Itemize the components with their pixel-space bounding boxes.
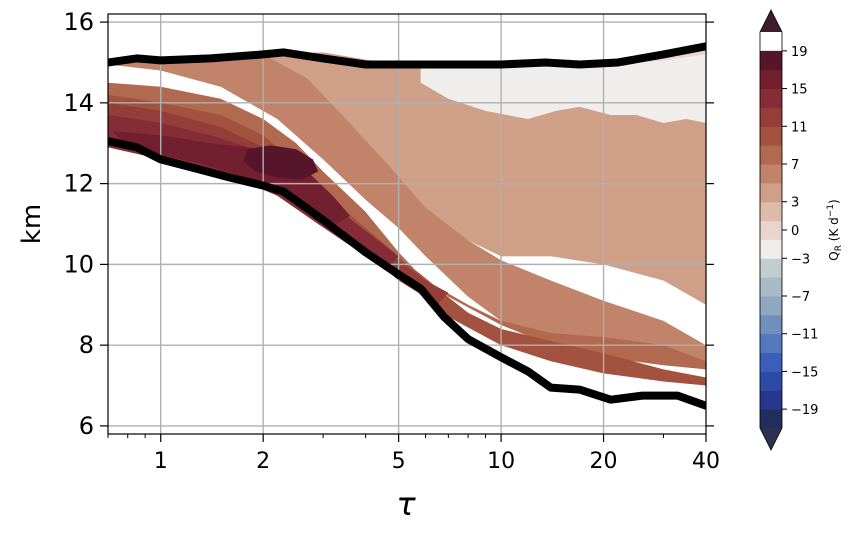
colorbar-tick-label: 3 — [791, 196, 799, 211]
colorbar-band — [760, 107, 782, 127]
x-tick-label: 40 — [692, 449, 720, 474]
colorbar-band — [760, 126, 782, 146]
colorbar-bands — [759, 9, 783, 451]
colorbar-band — [760, 352, 782, 372]
colorbar-band — [760, 390, 782, 410]
colorbar-tick-label: 19 — [791, 45, 808, 60]
colorbar-band — [760, 296, 782, 316]
colorbar-band — [760, 182, 782, 203]
colorbar-tick-label: 11 — [791, 120, 808, 135]
colorbar-extend-high — [760, 10, 782, 32]
contour-band-3 — [108, 54, 706, 370]
x-axis-ticks: 1 2 5 10 20 40 — [107, 434, 720, 474]
y-axis-label: km — [17, 204, 47, 244]
colorbar-tick-label: 15 — [791, 83, 808, 98]
colorbar-band — [760, 88, 782, 108]
colorbar-band — [760, 164, 782, 184]
colorbar-tick-label: −7 — [791, 290, 810, 305]
top-boundary-line — [108, 42, 706, 69]
bottom-boundary-line — [108, 137, 706, 410]
colorbar-band — [760, 277, 782, 297]
colorbar-tick-label: −11 — [791, 328, 818, 343]
filled-contours — [108, 46, 706, 386]
colorbar-ticks: 19 15 11 7 3 0 −3 −7 −11 −15 −19 — [782, 45, 818, 418]
contour-band-2 — [108, 52, 706, 305]
x-tick-label: 5 — [392, 449, 406, 474]
colorbar-label: QR (K d−1) — [826, 199, 844, 260]
colorbar-outline — [759, 9, 783, 451]
contour-band-8 — [112, 131, 351, 224]
x-tick-label: 1 — [154, 449, 168, 474]
colorbar-band — [760, 69, 782, 90]
colorbar-tick-label: 0 — [791, 224, 799, 239]
colorbar-tick-label: −15 — [791, 365, 818, 380]
boundaries — [108, 42, 706, 410]
x-tick-label: 20 — [590, 449, 618, 474]
colorbar-band — [760, 333, 782, 354]
colorbar-band — [760, 220, 782, 240]
y-tick-label: 6 — [79, 412, 94, 440]
x-axis-label: τ — [396, 485, 416, 523]
colorbar-band — [760, 239, 782, 259]
colorbar-band — [760, 409, 782, 429]
y-axis-ticks: 6 8 10 12 14 16 — [63, 8, 714, 440]
colorbar-band — [760, 371, 782, 391]
colorbar-band — [760, 50, 782, 71]
y-tick-label: 14 — [63, 89, 94, 117]
y-tick-label: 12 — [63, 170, 94, 198]
y-tick-label: 10 — [63, 250, 94, 278]
colorbar-extend-low — [760, 428, 782, 450]
contour-band-9 — [243, 145, 319, 180]
colorbar-band — [760, 258, 782, 278]
colorbar-band — [760, 201, 782, 222]
colorbar-tick-label: −19 — [791, 403, 818, 418]
colorbar-band — [760, 314, 782, 335]
colorbar-tick-label: 7 — [791, 158, 799, 173]
colorbar-tick-label: −3 — [791, 252, 810, 267]
contour-band-10 — [420, 54, 706, 123]
colorbar: 19 15 11 7 3 0 −3 −7 −11 −15 −19 QR (K d−1) — [759, 9, 844, 451]
x-tick-label: 2 — [256, 449, 270, 474]
y-tick-label: 8 — [79, 331, 94, 359]
x-tick-label: 10 — [487, 449, 515, 474]
gridlines — [108, 14, 706, 434]
plot-frame — [107, 13, 707, 435]
y-tick-label: 16 — [63, 8, 94, 36]
colorbar-band — [760, 145, 782, 165]
